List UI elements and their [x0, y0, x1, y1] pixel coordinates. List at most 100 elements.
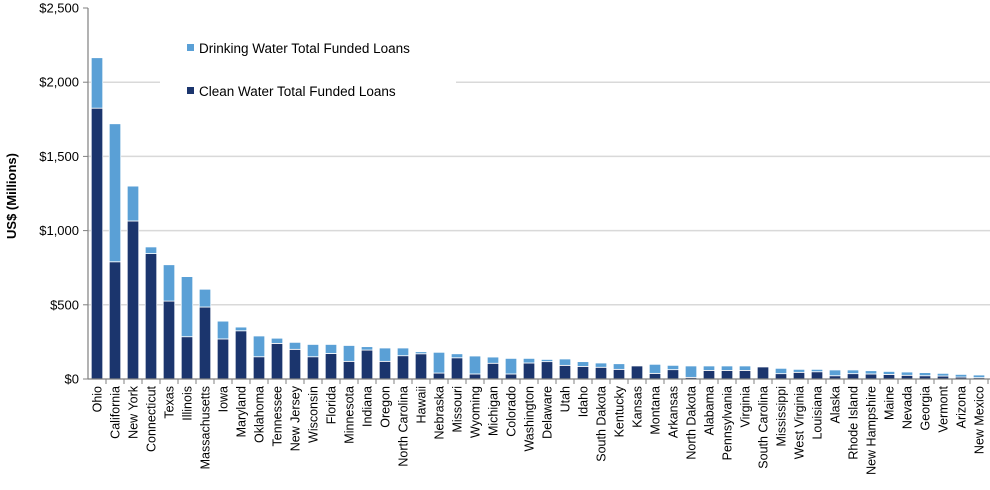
bar-clean-water: [198, 306, 212, 380]
bar-drinking-water: [900, 371, 914, 376]
x-tick-label: Illinois: [181, 386, 195, 421]
bar-drinking-water: [162, 264, 176, 302]
bar-drinking-water: [324, 344, 338, 354]
bar-clean-water: [378, 360, 392, 380]
bar-drinking-water: [828, 369, 842, 377]
bar-clean-water: [648, 372, 662, 380]
bar-drinking-water: [450, 353, 464, 359]
bar-drinking-water: [396, 347, 410, 357]
bar-clean-water: [342, 360, 356, 380]
bar-clean-water: [504, 373, 518, 380]
x-tick-label: Rhode Island: [847, 386, 861, 460]
x-tick-label: Georgia: [919, 386, 933, 431]
axes: [83, 7, 990, 384]
x-tick-label: Arkansas: [667, 386, 681, 438]
bar-drinking-water: [558, 358, 572, 366]
y-tick-label: $1,500: [39, 149, 79, 164]
x-tick-labels: Ohio California New York Connecticut Texas Il…: [91, 385, 987, 475]
bar-drinking-water: [918, 372, 932, 377]
bar-drinking-water: [666, 364, 680, 371]
bar-drinking-water: [648, 363, 662, 374]
x-tick-label: North Carolina: [397, 386, 411, 467]
x-tick-label: Pennsylvania: [721, 386, 735, 460]
y-tick-label: $0: [65, 372, 79, 387]
legend-background: [160, 28, 456, 106]
x-tick-label: Delaware: [541, 386, 555, 439]
legend-swatch-drinking: [187, 44, 194, 51]
legend: Drinking Water Total Funded Loans Clean …: [187, 41, 410, 99]
bar-drinking-water: [594, 362, 608, 368]
bar-clean-water: [288, 348, 302, 380]
x-tick-label: Utah: [559, 386, 573, 412]
bar-drinking-water: [612, 363, 626, 370]
bar-clean-water: [666, 369, 680, 380]
x-tick-label: Wisconsin: [307, 386, 321, 443]
bar-drinking-water: [288, 341, 302, 350]
bar-drinking-water: [504, 357, 518, 375]
x-tick-label: California: [109, 386, 123, 439]
bar-drinking-water: [144, 246, 158, 255]
bar-clean-water: [90, 107, 104, 380]
bar-clean-water: [450, 357, 464, 380]
bar-drinking-water: [90, 57, 104, 109]
bar-drinking-water: [684, 365, 698, 378]
x-tick-label: Tennessee: [271, 386, 285, 447]
x-tick-label: Montana: [649, 386, 663, 435]
bar-clean-water: [270, 342, 284, 380]
bar-drinking-water: [306, 344, 320, 358]
bar-drinking-water: [378, 347, 392, 362]
bar-drinking-water: [522, 357, 536, 364]
bar-drinking-water: [882, 371, 896, 375]
x-tick-label: New York: [127, 385, 141, 439]
bar-clean-water: [108, 261, 122, 380]
bar-clean-water: [486, 362, 500, 380]
bar-drinking-water: [252, 335, 266, 358]
gridlines: [88, 81, 990, 306]
x-tick-label: Mississippi: [775, 386, 789, 446]
x-tick-label: North Dakota: [685, 386, 699, 460]
bar-clean-water: [360, 349, 374, 380]
x-tick-label: New Mexico: [973, 386, 987, 454]
bar-drinking-water: [972, 374, 986, 379]
x-tick-label: Kentucky: [613, 385, 627, 437]
legend-swatch-clean: [187, 87, 194, 94]
bar-clean-water: [414, 353, 428, 380]
bar-clean-water: [126, 220, 140, 380]
bar-drinking-water: [360, 346, 374, 351]
bar-clean-water: [702, 369, 716, 380]
bar-drinking-water: [342, 345, 356, 362]
x-tick-label: Oregon: [379, 386, 393, 428]
bar-clean-water: [792, 371, 806, 380]
legend-label-drinking: Drinking Water Total Funded Loans: [199, 41, 410, 56]
bar-drinking-water: [108, 123, 122, 263]
x-tick-label: Washington: [523, 386, 537, 452]
bar-clean-water: [720, 369, 734, 380]
x-tick-label: Alabama: [703, 386, 717, 435]
x-tick-label: Louisiana: [811, 386, 825, 440]
x-tick-label: Nevada: [901, 386, 915, 429]
x-tick-label: Arizona: [955, 386, 969, 428]
bar-clean-water: [396, 355, 410, 380]
bar-drinking-water: [540, 359, 554, 363]
bar-clean-water: [594, 366, 608, 380]
bar-clean-water: [234, 330, 248, 380]
y-tick-label: $2,000: [39, 75, 79, 90]
bar-drinking-water: [810, 368, 824, 373]
legend-label-clean: Clean Water Total Funded Loans: [199, 84, 396, 99]
x-tick-label: Missouri: [451, 386, 465, 433]
x-tick-label: Alaska: [829, 386, 843, 424]
bar-drinking-water: [180, 276, 194, 338]
bar-clean-water: [810, 371, 824, 380]
bar-drinking-water: [702, 365, 716, 371]
y-tick-label: $500: [50, 297, 79, 312]
x-tick-label: Indiana: [361, 386, 375, 427]
x-tick-label: Ohio: [91, 386, 105, 412]
bar-drinking-water: [792, 368, 806, 373]
x-tick-label: Idaho: [577, 386, 591, 417]
bar-clean-water: [882, 373, 896, 380]
x-tick-label: Massachusetts: [199, 386, 213, 469]
x-tick-label: Iowa: [217, 386, 231, 412]
bar-clean-water: [324, 353, 338, 380]
bar-drinking-water: [720, 365, 734, 371]
